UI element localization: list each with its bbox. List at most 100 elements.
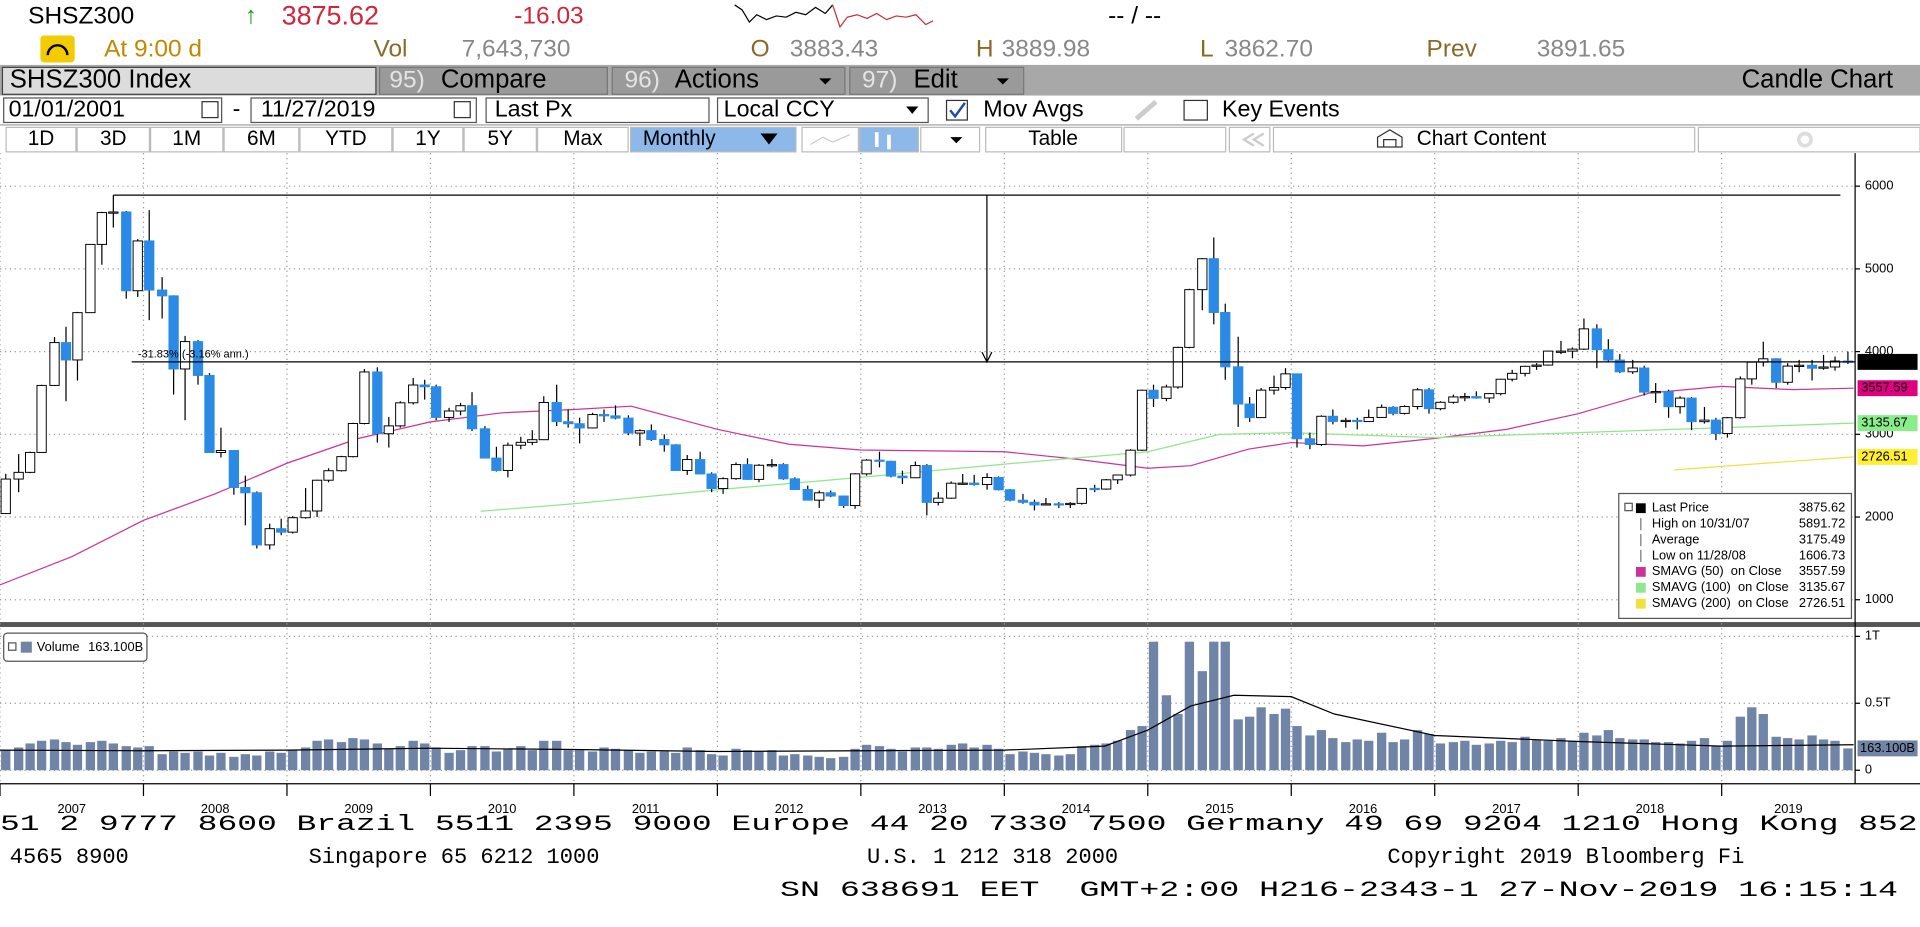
value-tag-label: 163.100B (1860, 740, 1915, 755)
candle-body (1040, 503, 1052, 506)
legend-collapse[interactable] (7, 642, 17, 651)
checkmark (949, 102, 966, 119)
open-label: O (751, 36, 770, 63)
volume-bar (61, 742, 71, 771)
volume-legend (3, 632, 148, 662)
y-tick-label: 6000 (1865, 178, 1894, 193)
compare-button[interactable] (378, 66, 608, 95)
candle-body (1244, 403, 1255, 419)
volume-bar (408, 740, 418, 771)
tab[interactable] (223, 126, 300, 153)
tab[interactable] (536, 126, 629, 153)
legend-label: SMAVG (50) on Close (1652, 563, 1782, 578)
candle-body (1399, 406, 1410, 414)
prev-value: 3891.65 (1537, 36, 1625, 63)
tab[interactable] (392, 126, 464, 153)
volume-bar (1161, 695, 1172, 771)
candle-body (897, 475, 908, 479)
candle-body (1112, 474, 1123, 481)
actions-button[interactable] (611, 66, 846, 95)
volume-bar (1543, 740, 1553, 771)
candle-body (670, 444, 681, 471)
edit-button[interactable] (849, 66, 1025, 95)
alert-icon[interactable] (40, 35, 75, 63)
candle-body (168, 295, 179, 370)
candle-body (179, 341, 191, 370)
volume-bar (121, 746, 131, 771)
volume-bar (563, 750, 573, 771)
candle-body (13, 471, 24, 480)
x-tick-label: 2016 (1349, 801, 1378, 816)
candle-body (587, 414, 598, 429)
tab-label: 1D (28, 127, 55, 150)
key-events-checkbox[interactable] (1183, 99, 1208, 121)
candle-body (1291, 373, 1303, 440)
calendar-icon[interactable] (453, 101, 471, 119)
field-box[interactable] (485, 97, 710, 124)
table-button[interactable] (985, 126, 1123, 153)
collapse-button[interactable] (1228, 126, 1271, 153)
candle-body (372, 371, 383, 435)
tab[interactable] (630, 126, 797, 153)
volume-bar (886, 748, 896, 771)
currency-box[interactable] (716, 97, 929, 124)
volume-bar (982, 744, 992, 771)
button-label: Compare (441, 66, 547, 94)
legend-swatch (1635, 582, 1646, 593)
volume-bar (623, 750, 634, 771)
security: SHSZ300 Index (10, 66, 192, 94)
x-tick-label: 2018 (1636, 801, 1665, 816)
start-date-box[interactable] (3, 97, 223, 124)
tab[interactable] (299, 126, 393, 153)
candle-body (85, 243, 96, 314)
volume-bar (1592, 735, 1602, 771)
candle-body (466, 405, 478, 430)
candle-body (1771, 358, 1782, 383)
candle-body (1125, 449, 1136, 476)
candle-body (1735, 378, 1746, 419)
volume-bar (1843, 748, 1853, 771)
candle-body (311, 479, 323, 512)
volume-bar (1615, 738, 1625, 771)
pencil-icon[interactable] (1134, 99, 1158, 121)
volume-bar (276, 752, 286, 771)
settings-button[interactable] (1697, 126, 1920, 153)
legend-collapse[interactable] (1624, 502, 1633, 512)
end-date: 11/27/2019 (261, 95, 376, 121)
volume-bar (1807, 735, 1817, 771)
tab[interactable] (76, 126, 150, 153)
candle-body (789, 478, 800, 490)
candle-body (1304, 438, 1316, 445)
volume-bar (635, 752, 645, 771)
chart-type-dropdown[interactable] (920, 126, 981, 153)
security-box[interactable] (1, 66, 377, 95)
line-icon-button[interactable] (801, 126, 859, 153)
end-date-box[interactable] (250, 97, 477, 124)
volume-bar (754, 751, 764, 771)
legend-value: 3175.49 (1799, 531, 1845, 546)
y-tick-label: 5000 (1865, 260, 1894, 275)
chart-content-button[interactable] (1272, 126, 1696, 153)
volume-bar (1399, 739, 1410, 771)
line-icon (810, 134, 851, 146)
high-label: H (976, 36, 994, 63)
candle-body (1555, 350, 1567, 353)
chart-content-label: Chart Content (1417, 127, 1547, 150)
candle-icon (874, 132, 891, 150)
tab[interactable] (5, 126, 77, 153)
candle-body (825, 492, 836, 497)
volume-bar (1280, 708, 1291, 771)
tab[interactable] (150, 126, 224, 153)
volume-bar (1830, 740, 1840, 771)
tab-label: Max (563, 127, 603, 150)
volume-bar (168, 751, 179, 771)
tab[interactable] (463, 126, 537, 153)
candle-body (395, 402, 406, 427)
last-price: 3875.62 (282, 0, 379, 30)
candle-body (0, 478, 11, 515)
open-value: 3883.43 (790, 36, 878, 63)
volume-bar (1005, 754, 1015, 771)
volume-bar (359, 739, 370, 771)
volume-bar (444, 752, 454, 771)
calendar-icon[interactable] (201, 101, 219, 119)
